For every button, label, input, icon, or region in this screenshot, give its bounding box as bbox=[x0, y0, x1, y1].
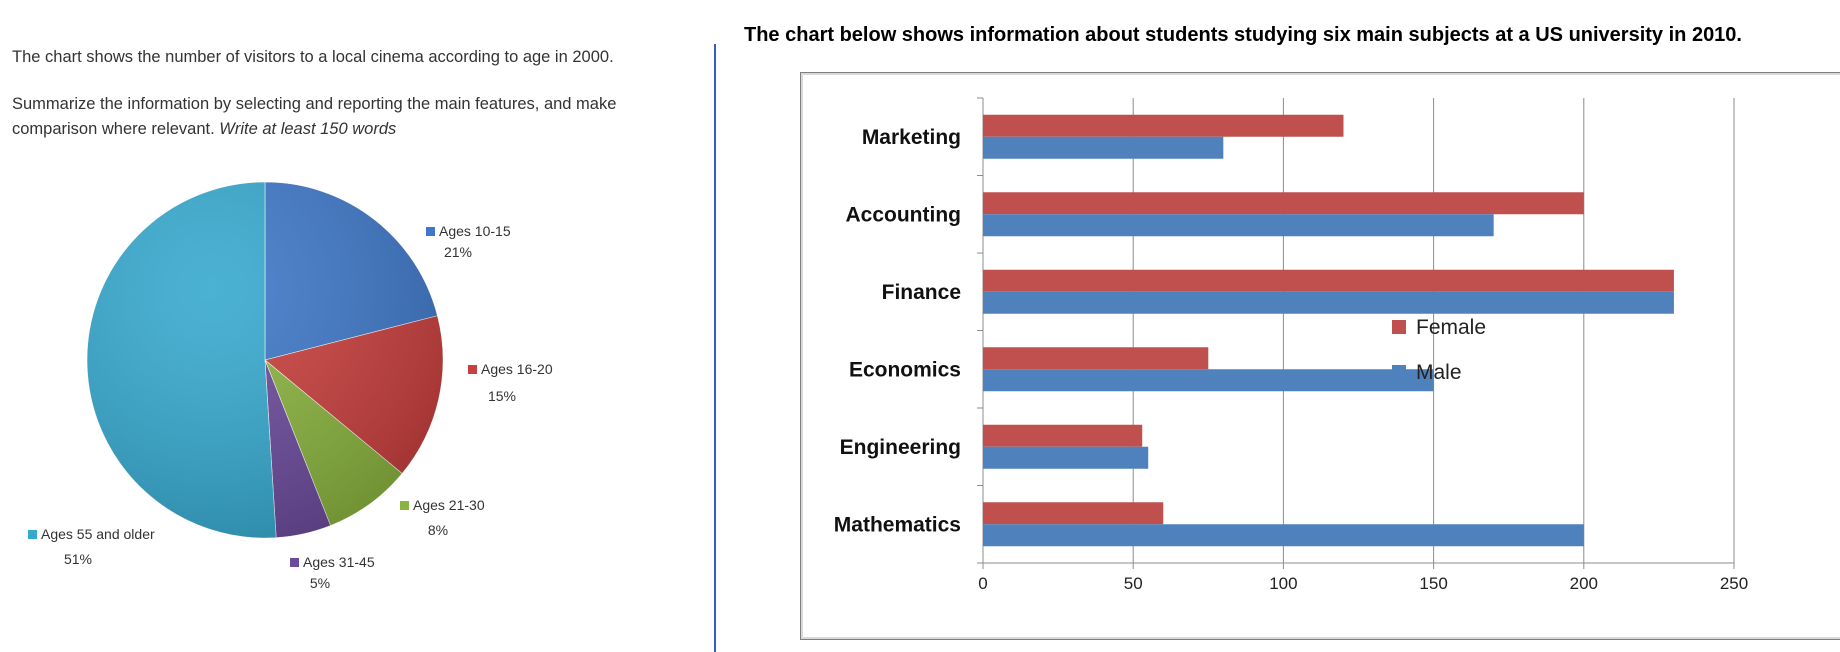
legend-label-female: Female bbox=[1416, 316, 1486, 339]
bar-male-accounting bbox=[983, 214, 1494, 237]
legend-swatch-male bbox=[1392, 365, 1406, 379]
category-label-engineering: Engineering bbox=[840, 436, 961, 459]
pie-value-label-ages-16-20: 15% bbox=[488, 388, 516, 404]
bar-female-engineering bbox=[983, 424, 1143, 447]
category-label-marketing: Marketing bbox=[862, 126, 961, 149]
pie-value-label-ages-21-30: 8% bbox=[428, 522, 448, 538]
x-tick-label-0: 0 bbox=[978, 574, 987, 593]
pie-label-ages-16-20: Ages 16-20 bbox=[481, 361, 553, 377]
pie-legend-swatch-ages-55-and-older bbox=[28, 530, 37, 539]
category-label-accounting: Accounting bbox=[846, 203, 962, 226]
category-label-finance: Finance bbox=[882, 281, 961, 304]
bar-chart: 0 50 100 150 200 250 Marketing Accounting Financ… bbox=[834, 97, 1748, 593]
prompt-text-1: The chart shows the number of visitors t… bbox=[12, 48, 614, 66]
category-label-economics: Economics bbox=[849, 358, 961, 381]
bar-male-marketing bbox=[983, 136, 1224, 159]
bar-panel: The chart below shows information about … bbox=[730, 0, 1840, 652]
pie-legend-swatch-ages-10-15 bbox=[426, 227, 435, 236]
pie-panel: The chart shows the number of visitors t… bbox=[0, 0, 715, 652]
pie-legend-swatch-ages-31-45 bbox=[290, 558, 299, 567]
bar-female-finance bbox=[983, 269, 1674, 292]
bar-female-mathematics bbox=[983, 502, 1164, 525]
pie-shading bbox=[87, 182, 443, 538]
prompt-text-2-main: Summarize the information by selecting a… bbox=[12, 95, 617, 138]
bar-male-economics bbox=[983, 369, 1434, 392]
pie-label-ages-21-30: Ages 21-30 bbox=[413, 497, 485, 513]
pie-legend-swatch-ages-21-30 bbox=[400, 501, 409, 510]
prompt-text-2-italic: Write at least 150 words bbox=[219, 120, 397, 138]
pie-label-ages-10-15: Ages 10-15 bbox=[439, 223, 511, 239]
category-label-mathematics: Mathematics bbox=[834, 513, 961, 536]
legend-swatch-female bbox=[1392, 320, 1406, 334]
bar-female-marketing bbox=[983, 114, 1344, 137]
pie-legend-swatch-ages-16-20 bbox=[468, 365, 477, 374]
bar-male-finance bbox=[983, 291, 1674, 314]
x-tick-label-150: 150 bbox=[1419, 574, 1447, 593]
pie-label-ages-31-45: Ages 31-45 bbox=[303, 554, 375, 570]
bar-male-mathematics bbox=[983, 524, 1584, 547]
pie-chart: Ages 10-15 21% Ages 16-20 15% Ages 21-30 8% Ag… bbox=[28, 181, 553, 591]
bar-female-accounting bbox=[983, 192, 1584, 215]
pie-value-label-ages-55-and-older: 51% bbox=[64, 551, 92, 567]
legend-label-male: Male bbox=[1416, 361, 1462, 384]
x-tick-label-100: 100 bbox=[1269, 574, 1297, 593]
bar-male-engineering bbox=[983, 446, 1149, 469]
x-tick-label-200: 200 bbox=[1570, 574, 1598, 593]
x-tick-label-250: 250 bbox=[1720, 574, 1748, 593]
bar-female-economics bbox=[983, 347, 1209, 370]
pie-label-ages-55-and-older: Ages 55 and older bbox=[41, 526, 155, 542]
prompt-text-2: Summarize the information by selecting a… bbox=[12, 92, 702, 142]
x-tick-label-50: 50 bbox=[1124, 574, 1143, 593]
pie-value-label-ages-31-45: 5% bbox=[310, 575, 330, 591]
pie-value-label-ages-10-15: 21% bbox=[444, 244, 472, 260]
panel-divider bbox=[714, 44, 716, 652]
bar-chart-title: The chart below shows information about … bbox=[744, 24, 1742, 46]
